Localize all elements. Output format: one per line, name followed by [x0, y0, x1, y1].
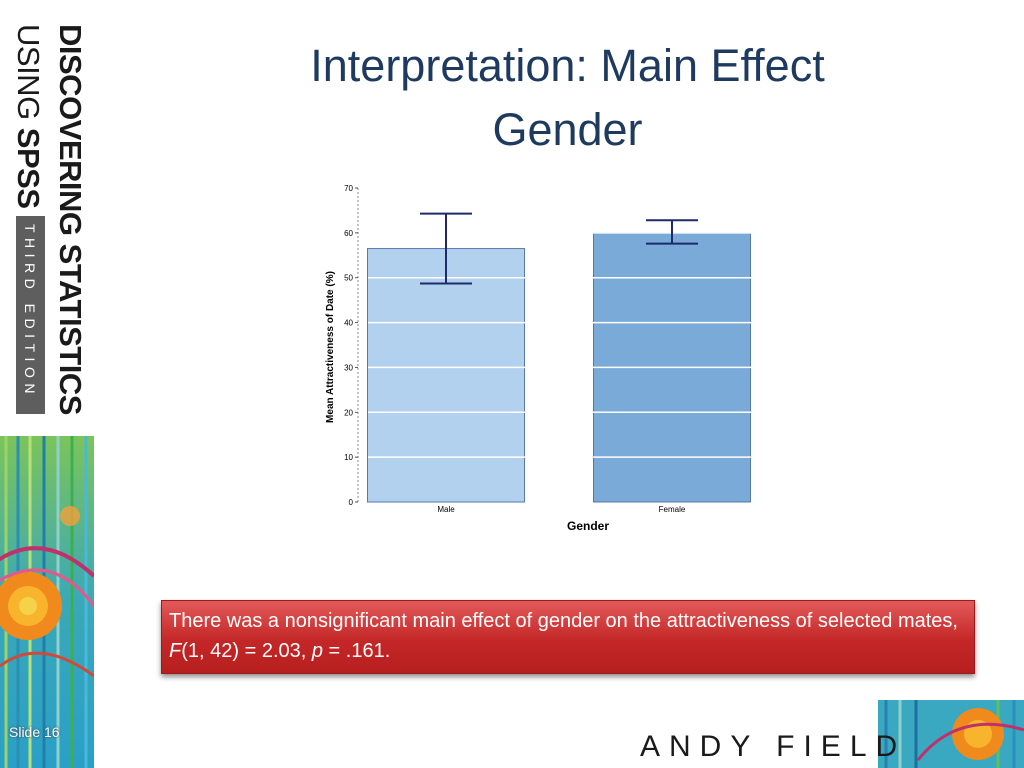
y-tick-label: 70: [344, 184, 353, 193]
y-tick-label: 10: [344, 453, 353, 462]
slide-number: Slide 16: [9, 724, 60, 740]
slide-title-line1: Interpretation: Main Effect: [310, 40, 825, 91]
result-callout: There was a nonsignificant main effect o…: [161, 600, 975, 674]
y-tick-label: 30: [344, 363, 353, 372]
decorative-art-left: [0, 436, 94, 768]
decorative-art-right: [878, 700, 1024, 768]
y-axis-label: Mean Attractiveness of Date (%): [325, 271, 336, 423]
callout-stat-f: F: [169, 640, 182, 662]
author-name: ANDY FIELD: [640, 730, 907, 763]
brand-title: DISCOVERING STATISTICS: [53, 24, 88, 415]
y-tick-label: 0: [349, 498, 354, 507]
bar-chart: Male Female 0 10 20 30 40 50 60 70 Mean Attractiv…: [320, 175, 790, 545]
y-tick-label: 50: [344, 274, 353, 283]
brand-subtitle-prefix: USING: [11, 24, 46, 128]
bar-male: [367, 248, 525, 503]
chart-canvas: Male Female 0 10 20 30 40 50 60 70 Mean Attractiv…: [325, 184, 790, 533]
brand-subtitle: USING SPSS: [10, 24, 46, 209]
callout-stat-p: p: [311, 640, 323, 662]
callout-text-3: = .161.: [322, 640, 391, 662]
edition-box: [16, 216, 45, 414]
book-branding: DISCOVERING STATISTICS USING SPSS THIRD …: [0, 0, 95, 430]
brand-subtitle-bold: SPSS: [11, 127, 46, 209]
callout-text-1: There was a nonsignificant main effect o…: [169, 610, 958, 632]
y-tick-label: 60: [344, 229, 353, 238]
x-axis-label: Gender: [567, 519, 609, 533]
y-tick-label: 40: [344, 319, 353, 328]
y-tick-label: 20: [344, 408, 353, 417]
slide-title: Interpretation: Main Effect Gender: [230, 34, 905, 162]
callout-text-2: (1, 42) = 2.03,: [181, 640, 312, 662]
x-tick-label: Male: [437, 505, 455, 514]
x-tick-label: Female: [659, 505, 686, 514]
slide-title-line2: Gender: [492, 104, 643, 155]
brand-edition: THIRD EDITION: [22, 224, 38, 399]
